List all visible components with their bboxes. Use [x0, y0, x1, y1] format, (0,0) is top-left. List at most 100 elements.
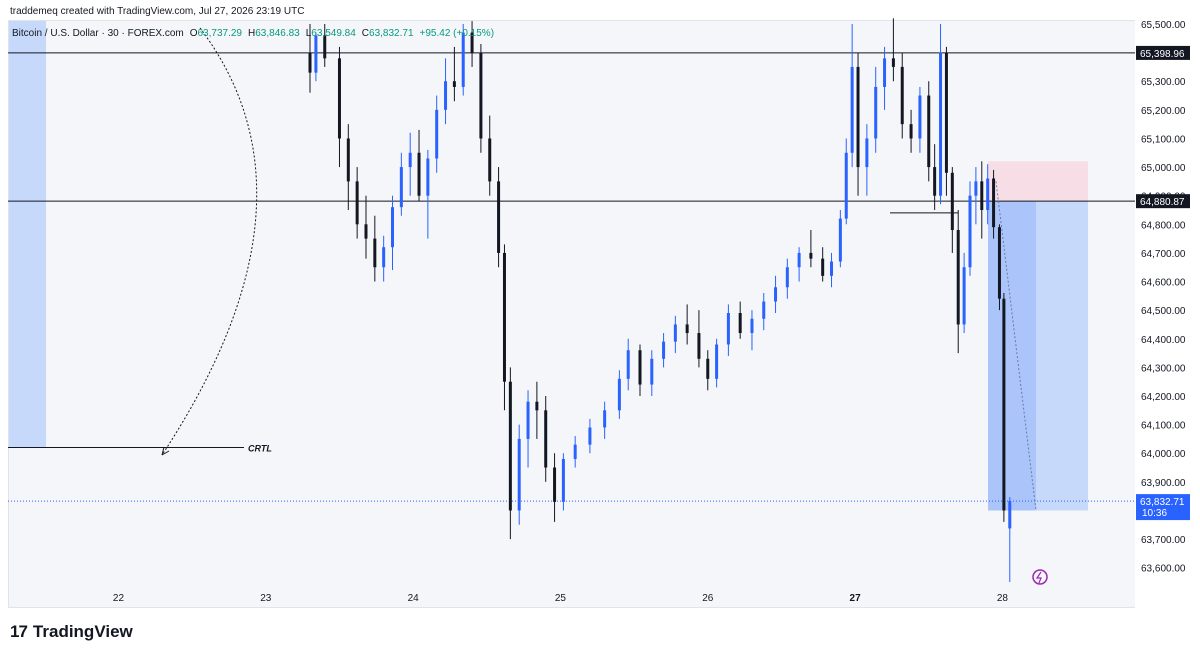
- candle-body: [1002, 298, 1006, 511]
- candle-body: [715, 344, 719, 379]
- price-tick-label: 63,600.00: [1141, 564, 1186, 575]
- candle-body: [956, 230, 960, 325]
- profit-progress-zone: [988, 201, 1036, 511]
- candle-body: [314, 35, 318, 73]
- candle-body: [685, 324, 689, 334]
- price-tick-label: 63,700.00: [1141, 535, 1186, 546]
- candle-body: [337, 58, 341, 139]
- candle-body: [986, 178, 990, 210]
- date-tick-label: 25: [555, 593, 567, 604]
- candle-body: [417, 152, 421, 196]
- candle-body: [726, 313, 730, 345]
- curved-arrow-path: [161, 27, 258, 456]
- candle-body: [830, 261, 834, 276]
- candle-body: [497, 181, 501, 253]
- ohlc-close-label: C: [361, 28, 370, 39]
- ohlc-open: O63,737.29: [190, 28, 242, 39]
- candle-body: [939, 52, 943, 196]
- projection-line: [995, 181, 1037, 511]
- ohlc-close: C63,832.71: [362, 28, 414, 39]
- zones-layer: [9, 21, 1088, 511]
- candle-body: [650, 358, 654, 385]
- ohlc-high: H63,846.83: [248, 28, 300, 39]
- candle-body: [346, 138, 350, 182]
- symbol-name: Bitcoin / U.S. Dollar · 30 · FOREX.com: [12, 28, 184, 39]
- price-change: +95.42 (+0.15%): [419, 28, 495, 39]
- ohlc-low-label: L: [305, 28, 312, 39]
- candle-body: [603, 410, 607, 428]
- candle-body: [927, 95, 931, 168]
- tradingview-logo[interactable]: 17 TradingView: [10, 622, 133, 642]
- candle-body: [638, 350, 642, 385]
- candle-body: [774, 287, 778, 302]
- candle-body: [553, 467, 557, 502]
- candle-body: [426, 158, 430, 196]
- level-price-label: 64,880.87: [1140, 197, 1185, 208]
- candle-body: [508, 381, 512, 511]
- candle-body: [470, 32, 474, 53]
- candle-body: [992, 178, 996, 228]
- candle-body: [626, 350, 630, 379]
- date-tick-label: 27: [850, 593, 862, 604]
- candle-body: [900, 66, 904, 125]
- curved-arrow-head-icon: [161, 446, 170, 456]
- date-tick-label: 22: [113, 593, 125, 604]
- date-tick-label: 23: [260, 593, 272, 604]
- price-tick-label: 64,200.00: [1141, 392, 1186, 403]
- candle-body: [962, 267, 966, 325]
- price-tick-label: 64,500.00: [1141, 306, 1186, 317]
- tradingview-logo-text: TradingView: [32, 622, 133, 641]
- candle-body: [797, 252, 801, 268]
- flash-alert-icon: [1032, 569, 1048, 585]
- price-tick-label: 65,100.00: [1141, 134, 1186, 145]
- last-price-label: 63,832.71: [1140, 497, 1185, 508]
- candle-body: [561, 458, 565, 502]
- countdown-label: 10:36: [1142, 508, 1167, 519]
- candle-body: [933, 167, 937, 196]
- candle-body: [373, 238, 377, 268]
- crtl-label: CRTL: [248, 444, 272, 454]
- candle-body: [391, 207, 395, 248]
- candle-body: [435, 109, 439, 159]
- symbol-info-bar: Bitcoin / U.S. Dollar · 30 · FOREX.com O…: [12, 28, 494, 39]
- tradingview-mark-icon: 17: [10, 622, 28, 641]
- candle-body: [544, 410, 548, 468]
- price-tick-label: 63,900.00: [1141, 478, 1186, 489]
- left-zone: [9, 21, 46, 448]
- candle-body: [535, 401, 539, 411]
- candles-layer: [308, 18, 1012, 583]
- date-tick-label: 28: [997, 593, 1009, 604]
- candle-body: [865, 138, 869, 168]
- candle-body: [662, 341, 666, 359]
- price-axis: 65,500.00 65,300.00 65,200.00 65,100.00 65,0…: [1135, 20, 1192, 608]
- candle-body: [874, 86, 878, 139]
- price-tick-label: 65,300.00: [1141, 77, 1186, 88]
- price-tick-label: 64,000.00: [1141, 449, 1186, 460]
- date-tick-label: 26: [702, 593, 714, 604]
- candle-body: [944, 52, 948, 173]
- candle-body: [785, 267, 789, 288]
- candle-body: [918, 95, 922, 139]
- candle-body: [762, 301, 766, 319]
- candle-body: [844, 152, 848, 219]
- levels-layer: [8, 52, 1135, 502]
- candle-body: [479, 52, 483, 139]
- candle-body: [706, 358, 710, 379]
- price-tick-label: 64,600.00: [1141, 278, 1186, 289]
- date-tick-label: 24: [408, 593, 420, 604]
- candle-body: [408, 152, 412, 168]
- price-tick-label: 64,800.00: [1141, 220, 1186, 231]
- level-price-tag: [1136, 194, 1190, 209]
- candle-body: [382, 247, 386, 268]
- price-tick-label: 64,300.00: [1141, 363, 1186, 374]
- candle-body: [738, 313, 742, 334]
- candle-body: [883, 58, 887, 87]
- candle-body: [750, 318, 754, 334]
- candle-body: [821, 258, 825, 276]
- candle-body: [856, 66, 860, 168]
- candle-body: [399, 167, 403, 208]
- attribution-text: traddemeq created with TradingView.com, …: [10, 6, 305, 17]
- candle-body: [617, 378, 621, 411]
- candle-body: [488, 138, 492, 182]
